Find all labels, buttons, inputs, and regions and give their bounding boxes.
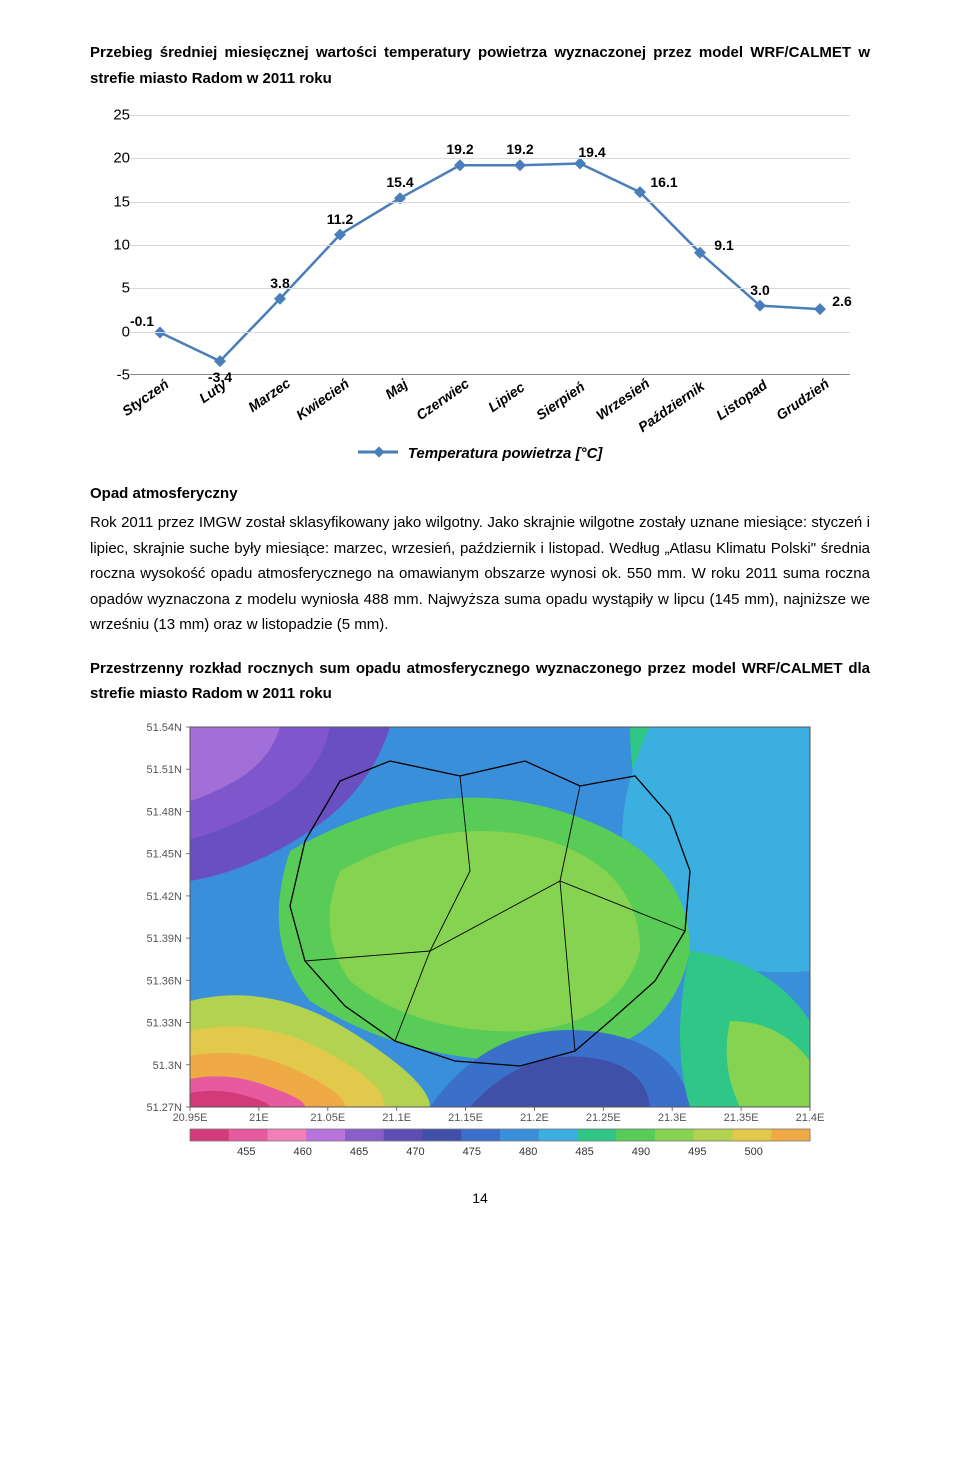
svg-text:21.25E: 21.25E <box>586 1112 621 1124</box>
svg-text:475: 475 <box>463 1146 481 1158</box>
map-title: Przestrzenny rozkład rocznych sum opadu … <box>90 656 870 707</box>
data-label: 16.1 <box>650 174 677 190</box>
gridline <box>130 245 850 246</box>
data-label: 15.4 <box>386 174 413 190</box>
x-tick-label: Marzec <box>245 374 293 414</box>
data-label: 2.6 <box>832 293 851 309</box>
svg-text:460: 460 <box>294 1146 312 1158</box>
svg-text:485: 485 <box>575 1146 593 1158</box>
data-label: 19.2 <box>446 141 473 157</box>
data-label: 9.1 <box>714 237 733 253</box>
map-svg: 51.54N 51.51N 51.48N 51.45N 51.42N 51.39N 51.3… <box>130 721 830 1161</box>
svg-text:51.54N: 51.54N <box>147 722 183 734</box>
data-label: 19.4 <box>578 144 605 160</box>
gridline <box>130 288 850 289</box>
svg-text:490: 490 <box>632 1146 650 1158</box>
temperature-line-chart: -50510152025 -0.1-3.43.811.215.419.219.2… <box>90 115 870 455</box>
svg-text:455: 455 <box>237 1146 255 1158</box>
y-tick-label: 15 <box>90 193 130 210</box>
data-label: 11.2 <box>327 211 353 227</box>
page-number: 14 <box>90 1190 870 1206</box>
section-heading: Opad atmosferyczny <box>90 485 870 502</box>
precipitation-heatmap: 51.54N 51.51N 51.48N 51.45N 51.42N 51.39N 51.3… <box>130 721 830 1166</box>
svg-text:21.2E: 21.2E <box>520 1112 549 1124</box>
svg-text:51.45N: 51.45N <box>147 848 183 860</box>
svg-text:51.39N: 51.39N <box>147 933 183 945</box>
svg-text:480: 480 <box>519 1146 537 1158</box>
x-tick-label: Grudzień <box>773 375 832 423</box>
legend-swatch <box>358 445 398 463</box>
x-tick-label: Listopad <box>713 376 770 423</box>
svg-text:20.95E: 20.95E <box>173 1112 208 1124</box>
x-tick-label: Kwiecień <box>293 375 352 423</box>
data-label: -0.1 <box>130 313 154 329</box>
x-tick-label: Czerwiec <box>413 375 472 423</box>
legend-label: Temperatura powietrza [°C] <box>408 445 603 462</box>
svg-text:51.51N: 51.51N <box>147 764 183 776</box>
svg-text:21.4E: 21.4E <box>796 1112 825 1124</box>
svg-text:470: 470 <box>406 1146 424 1158</box>
x-axis-labels: StyczeńLutyMarzecKwiecieńMajCzerwiecLipi… <box>130 377 850 437</box>
chart-legend: Temperatura powietrza [°C] <box>90 445 870 463</box>
svg-text:21E: 21E <box>249 1112 269 1124</box>
svg-text:51.33N: 51.33N <box>147 1017 183 1029</box>
y-tick-label: 0 <box>90 323 130 340</box>
svg-text:51.48N: 51.48N <box>147 806 183 818</box>
svg-text:21.15E: 21.15E <box>448 1112 483 1124</box>
x-tick-label: Lipiec <box>485 378 527 414</box>
svg-text:21.1E: 21.1E <box>382 1112 411 1124</box>
svg-text:21.05E: 21.05E <box>310 1112 345 1124</box>
y-tick-label: 5 <box>90 280 130 297</box>
x-tick-label: Maj <box>382 376 410 402</box>
gridline <box>130 158 850 159</box>
y-tick-label: -5 <box>90 367 130 384</box>
x-tick-label: Luty <box>196 376 229 406</box>
gridline <box>130 202 850 203</box>
y-tick-label: 25 <box>90 107 130 124</box>
gridline <box>130 115 850 116</box>
gridline <box>130 332 850 333</box>
chart-title: Przebieg średniej miesięcznej wartości t… <box>90 40 870 91</box>
svg-text:51.42N: 51.42N <box>147 890 183 902</box>
svg-text:21.3E: 21.3E <box>658 1112 687 1124</box>
svg-text:465: 465 <box>350 1146 368 1158</box>
data-label: 3.8 <box>270 275 289 291</box>
svg-text:21.35E: 21.35E <box>724 1112 759 1124</box>
svg-text:495: 495 <box>688 1146 706 1158</box>
data-label: 3.0 <box>750 282 769 298</box>
data-label: 19.2 <box>506 141 533 157</box>
body-paragraph: Rok 2011 przez IMGW został sklasyfikowan… <box>90 510 870 638</box>
y-axis: -50510152025 <box>90 115 130 375</box>
x-tick-label: Sierpień <box>533 378 587 423</box>
svg-text:51.36N: 51.36N <box>147 975 183 987</box>
svg-text:500: 500 <box>744 1146 762 1158</box>
svg-text:51.3N: 51.3N <box>153 1059 182 1071</box>
y-tick-label: 10 <box>90 237 130 254</box>
chart-plot-area: -0.1-3.43.811.215.419.219.219.416.19.13.… <box>130 115 850 375</box>
y-tick-label: 20 <box>90 150 130 167</box>
